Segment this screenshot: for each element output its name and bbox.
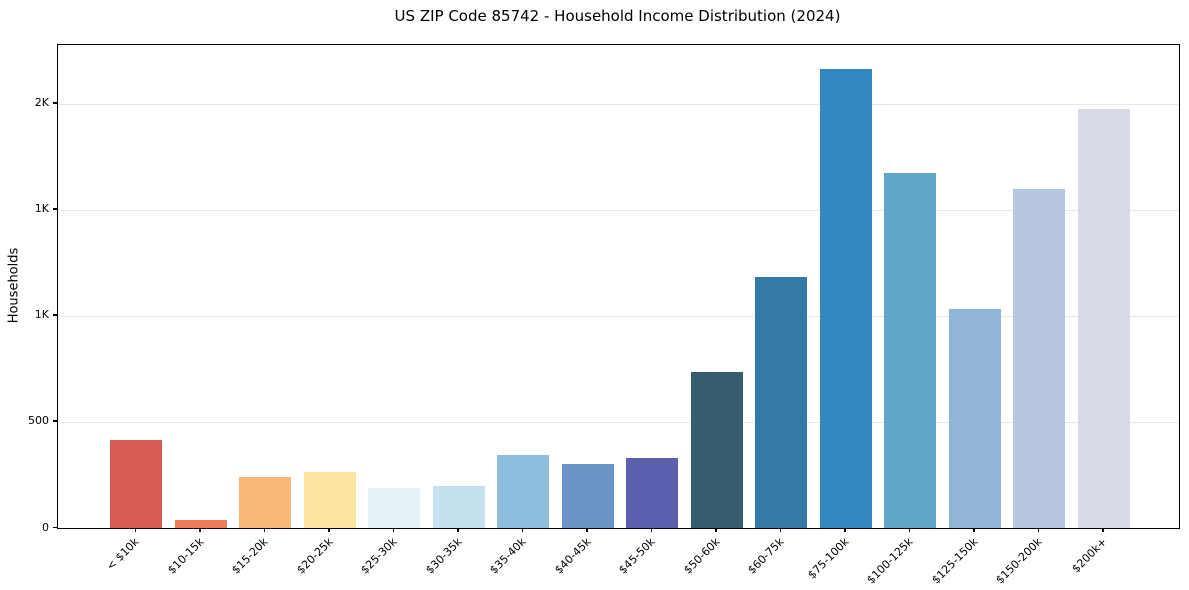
x-tick-mark — [392, 528, 395, 533]
y-tick-mark — [53, 314, 57, 316]
x-tick-mark — [134, 528, 137, 533]
x-tick-mark — [779, 528, 782, 533]
x-tick-mark — [521, 528, 524, 533]
x-tick-mark — [328, 528, 330, 533]
plot-area — [57, 44, 1180, 529]
y-tick-label: 1K — [34, 202, 49, 216]
x-tick-mark — [457, 528, 459, 533]
bar — [110, 440, 163, 528]
bar — [239, 477, 292, 528]
x-tick-mark — [908, 528, 911, 533]
x-tick-mark — [973, 528, 975, 533]
y-tick-label: 500 — [28, 414, 49, 428]
bar — [174, 519, 227, 528]
x-tick-mark — [1037, 528, 1040, 533]
bar — [1077, 109, 1130, 528]
x-tick-mark — [199, 528, 201, 533]
x-tick-mark — [586, 528, 588, 533]
x-tick-mark — [263, 528, 266, 533]
bar — [432, 486, 485, 528]
bar — [561, 463, 614, 528]
bar — [1013, 188, 1066, 528]
gridline — [58, 103, 1179, 105]
gridline — [58, 315, 1179, 317]
x-tick-mark — [715, 528, 717, 533]
y-tick-mark — [53, 526, 57, 528]
x-tick-mark — [844, 528, 846, 533]
gridline — [58, 421, 1179, 423]
bar — [819, 69, 872, 528]
y-tick-mark — [53, 208, 57, 210]
chart-title: US ZIP Code 85742 - Household Income Dis… — [394, 7, 841, 25]
bar — [690, 372, 743, 528]
bar — [755, 276, 808, 528]
gridline — [58, 209, 1179, 211]
y-axis-label: Households — [6, 247, 22, 324]
bar — [626, 457, 679, 528]
x-tick-mark — [1102, 528, 1104, 533]
y-tick-label: 1K — [34, 308, 49, 322]
bar — [948, 308, 1001, 528]
x-tick-mark — [650, 528, 653, 533]
bar — [497, 454, 550, 528]
y-tick-mark — [53, 102, 57, 104]
bar — [303, 472, 356, 528]
bar — [884, 172, 937, 528]
y-tick-label: 0 — [42, 520, 49, 534]
x-tick-label: < $10k — [104, 535, 142, 573]
y-tick-mark — [53, 420, 57, 422]
bar — [368, 488, 421, 528]
y-tick-label: 2K — [34, 96, 49, 110]
